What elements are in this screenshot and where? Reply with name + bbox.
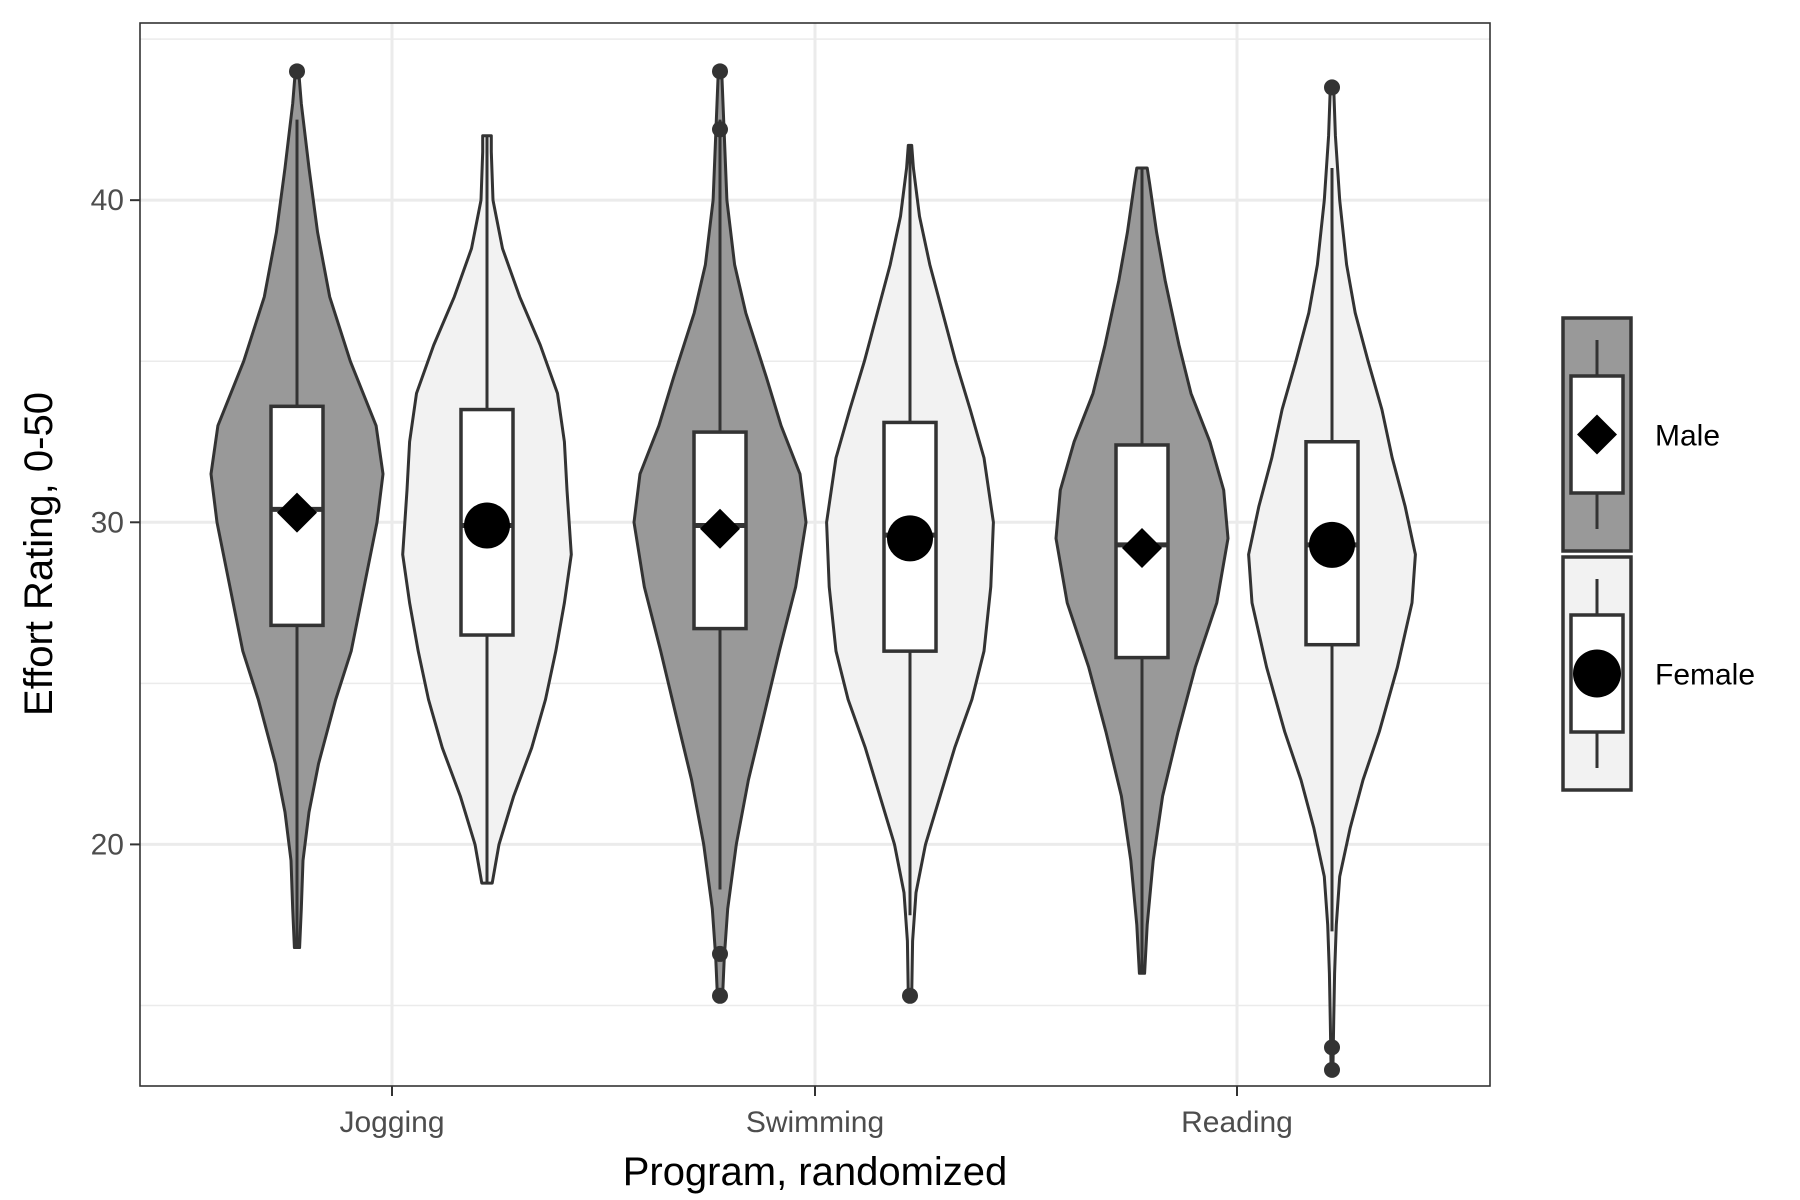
outlier-point [1324, 79, 1340, 96]
outlier-point [289, 63, 305, 80]
outlier-point [902, 987, 918, 1004]
legend-key-male-diamond [1577, 414, 1617, 455]
legend-key-female: Female [1561, 555, 1755, 792]
violin-group-female-reading [1247, 79, 1417, 1078]
outlier-point [1324, 1061, 1340, 1078]
x-tick-label: Swimming [746, 1106, 884, 1139]
legend-label-male: Male [1655, 420, 1720, 453]
legend: Male Female [1561, 316, 1755, 792]
y-tick-label: 30 [91, 506, 124, 539]
violins [209, 63, 1417, 1078]
legend-label-female: Female [1655, 659, 1755, 692]
y-axis-title: Effort Rating, 0-50 [17, 392, 61, 716]
mean-marker-circle [887, 515, 933, 562]
mean-marker-diamond [1122, 528, 1162, 569]
legend-key-female-circle [1573, 649, 1621, 698]
mean-marker-diamond [277, 492, 317, 533]
outlier-point [1324, 1039, 1340, 1056]
x-tick-label: Reading [1181, 1106, 1293, 1139]
y-tick-label: 40 [91, 184, 124, 217]
y-tick-label: 20 [91, 828, 124, 861]
x-axis-title: Program, randomized [623, 1150, 1008, 1194]
violin-group-female-jogging [401, 134, 573, 885]
mean-marker-circle [464, 502, 510, 549]
legend-key-male: Male [1561, 316, 1720, 553]
violin-group-male-jogging [209, 63, 385, 949]
outlier-point [712, 63, 728, 80]
violin-group-male-swimming [632, 63, 808, 1004]
outlier-point [712, 987, 728, 1004]
mean-marker-circle [1309, 521, 1355, 568]
x-tick-label: Jogging [339, 1106, 444, 1139]
mean-marker-diamond [700, 508, 740, 549]
violin-group-male-reading [1054, 166, 1230, 975]
outlier-point [712, 945, 728, 962]
outlier-point [712, 121, 728, 138]
violin-group-female-swimming [825, 143, 995, 1004]
axes: 20 30 40 Jogging Swimming Reading [91, 184, 1293, 1139]
